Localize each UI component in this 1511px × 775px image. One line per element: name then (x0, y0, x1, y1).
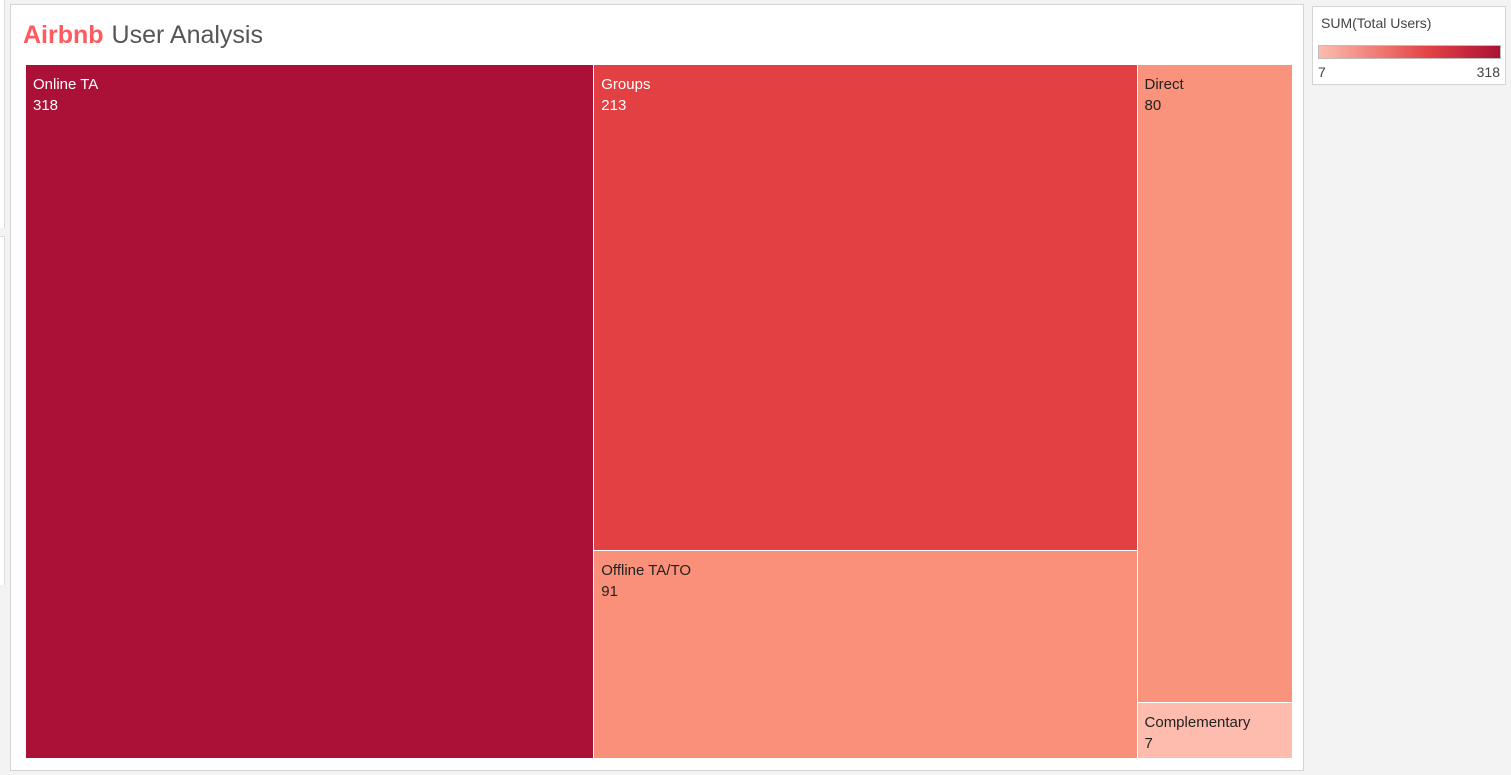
treemap-cell-value: 7 (1144, 735, 1153, 753)
treemap-cell-label: Online TA (33, 76, 99, 93)
dashboard-panel: Airbnb User Analysis Online TA 318 Groups 21… (10, 4, 1304, 771)
legend-min-label: 7 (1318, 64, 1326, 80)
left-panel-edge-top (0, 0, 5, 228)
treemap[interactable]: Online TA 318 Groups 213 Offline TA/TO 91 Dire… (26, 65, 1293, 759)
treemap-cell-label: Offline TA/TO (601, 562, 692, 580)
legend-title: SUM(Total Users) (1321, 15, 1432, 31)
treemap-cell-label: Complementary (1144, 714, 1251, 732)
chart-title: Airbnb User Analysis (23, 19, 263, 51)
treemap-cell-online-ta[interactable]: Online TA 318 (26, 65, 595, 759)
treemap-cell-value: 213 (601, 97, 627, 114)
treemap-cell-offline-ta-to[interactable]: Offline TA/TO 91 (594, 551, 1138, 759)
legend-max-label: 318 (1476, 64, 1500, 80)
treemap-cell-direct[interactable]: Direct 80 (1137, 65, 1293, 704)
left-panel-edge-bottom (0, 236, 5, 585)
color-legend[interactable]: SUM(Total Users) 7 318 (1312, 6, 1506, 85)
treemap-cell-groups[interactable]: Groups 213 (594, 65, 1138, 552)
treemap-cell-label: Direct (1144, 76, 1184, 93)
treemap-cell-value: 80 (1144, 97, 1162, 114)
treemap-cell-complementary[interactable]: Complementary 7 (1137, 703, 1293, 759)
treemap-cell-label: Groups (601, 76, 651, 93)
treemap-cell-value: 318 (33, 97, 59, 114)
legend-color-ramp (1318, 45, 1501, 59)
treemap-cell-value: 91 (601, 583, 618, 601)
title-brand: Airbnb (23, 21, 104, 49)
title-text: User Analysis (111, 21, 263, 49)
